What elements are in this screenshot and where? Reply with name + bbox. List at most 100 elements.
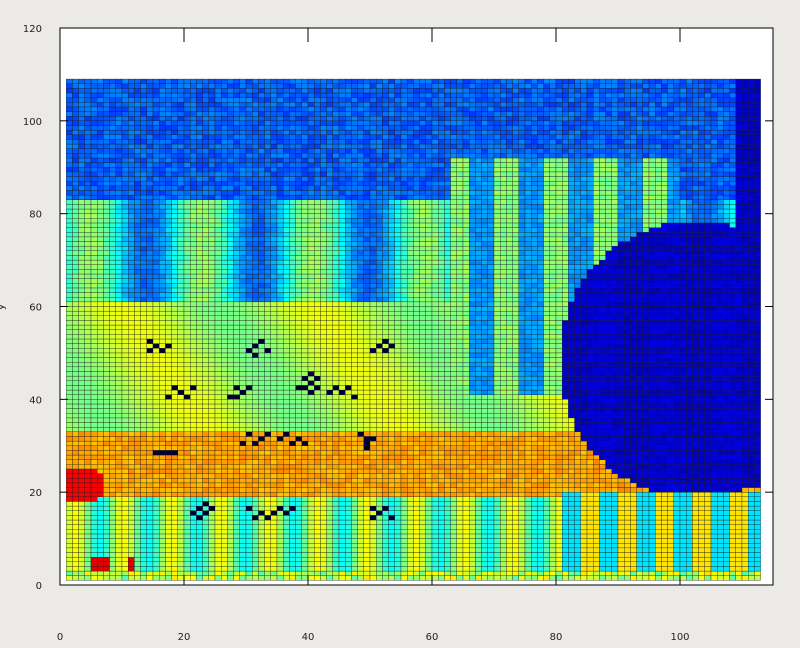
heatmap-cell [134, 408, 141, 414]
heatmap-cell [66, 283, 73, 289]
heatmap-cell [128, 505, 135, 511]
heatmap-cell [121, 143, 129, 149]
heatmap-cell [97, 116, 104, 122]
heatmap-cell [134, 329, 141, 335]
heatmap-cell [202, 464, 209, 470]
heatmap-cell [152, 97, 160, 103]
heatmap-cell [338, 329, 346, 335]
heatmap-cell [239, 92, 247, 98]
heatmap-cell [301, 250, 309, 256]
heatmap-cell [109, 139, 116, 145]
heatmap-cell [152, 399, 160, 405]
heatmap-cell [171, 427, 178, 432]
heatmap-cell [66, 552, 73, 558]
heatmap-cell [338, 218, 346, 224]
heatmap-cell [196, 334, 203, 340]
heatmap-cell [252, 450, 259, 456]
heatmap-cell [264, 473, 271, 479]
heatmap-cell [295, 570, 302, 576]
heatmap-cell [252, 306, 259, 312]
heatmap-cell [295, 533, 302, 539]
heatmap-cell [345, 371, 352, 377]
heatmap-cell [233, 106, 240, 112]
heatmap-cell [289, 385, 296, 391]
heatmap-cell [307, 269, 315, 275]
heatmap-cell [338, 431, 346, 437]
heatmap-cell [190, 190, 197, 196]
heatmap-cell [159, 232, 166, 238]
heatmap-cell [258, 399, 265, 405]
heatmap-cell [307, 524, 315, 530]
heatmap-cell [289, 208, 296, 214]
heatmap-cell [233, 510, 240, 516]
heatmap-cell [258, 324, 265, 330]
heatmap-cell [84, 417, 92, 423]
heatmap-cell [78, 167, 85, 173]
heatmap-cell [115, 255, 123, 261]
heatmap-cell [159, 167, 166, 173]
heatmap-cell [134, 102, 141, 108]
heatmap-cell [165, 162, 172, 168]
heatmap-cell [177, 97, 185, 103]
heatmap-cell [314, 533, 321, 539]
heatmap-cell [146, 543, 154, 549]
heatmap-cell [214, 552, 222, 558]
heatmap-cell [146, 194, 154, 200]
heatmap-cell [183, 264, 191, 270]
heatmap-cell [78, 348, 85, 354]
heatmap-cell [326, 292, 333, 298]
heatmap-cell [177, 222, 185, 228]
heatmap-cell [196, 278, 203, 284]
heatmap-cell [289, 547, 296, 553]
heatmap-cell [177, 88, 185, 94]
heatmap-cell [245, 287, 253, 293]
heatmap-cell [146, 445, 154, 451]
heatmap-cell [239, 83, 247, 89]
heatmap-cell [109, 120, 116, 126]
heatmap-cell [295, 399, 302, 405]
heatmap-cell [128, 561, 135, 567]
heatmap-cell [90, 445, 98, 451]
heatmap-cell [152, 245, 160, 251]
heatmap-cell [314, 181, 321, 186]
heatmap-cell [326, 538, 333, 544]
heatmap-cell [190, 283, 197, 289]
heatmap-cell [78, 250, 85, 256]
heatmap-cell [128, 491, 135, 497]
heatmap-cell [109, 566, 116, 572]
heatmap-cell [103, 139, 110, 145]
heatmap-cell [252, 561, 259, 567]
heatmap-cell [289, 524, 296, 530]
heatmap-cell [128, 459, 135, 465]
heatmap-cell [338, 250, 346, 256]
heatmap-cell [103, 427, 110, 432]
heatmap-cell [214, 283, 222, 289]
heatmap-cell [307, 111, 315, 117]
heatmap-cell [208, 301, 216, 307]
heatmap-cell [196, 468, 203, 474]
heatmap-cell [283, 529, 290, 535]
heatmap-cell [165, 348, 172, 354]
heatmap-cell [332, 111, 340, 117]
heatmap-cell [233, 148, 240, 154]
heatmap-cell [301, 241, 309, 247]
heatmap-cell [66, 529, 73, 535]
heatmap-cell [171, 218, 178, 224]
heatmap-cell [283, 167, 290, 173]
heatmap-cell [159, 436, 166, 442]
heatmap-cell [128, 362, 135, 368]
heatmap-cell [72, 190, 79, 196]
heatmap-cell [177, 329, 185, 335]
heatmap-cell [233, 139, 240, 145]
heatmap-cell [338, 487, 346, 493]
heatmap-cell [109, 245, 116, 251]
heatmap-cell [227, 255, 234, 261]
heatmap-cell [301, 143, 309, 149]
heatmap-cell [264, 524, 271, 530]
heatmap-cell [97, 297, 104, 303]
heatmap-cell [307, 292, 315, 298]
heatmap-cell [72, 250, 79, 256]
heatmap-cell [134, 125, 141, 131]
heatmap-cell [301, 301, 309, 307]
heatmap-cell [351, 561, 358, 567]
